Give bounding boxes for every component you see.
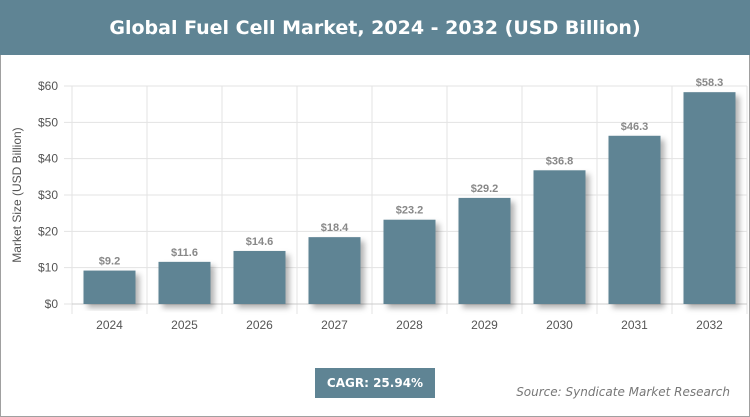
- x-tick-label: 2031: [621, 318, 648, 332]
- data-label: $46.3: [621, 121, 649, 133]
- data-label: $9.2: [99, 256, 120, 268]
- bar-2032: [683, 92, 736, 304]
- y-tick-label: $0: [45, 297, 59, 311]
- x-tick-label: 2030: [546, 318, 573, 332]
- data-label: $23.2: [396, 205, 424, 217]
- y-tick-label: $50: [38, 115, 58, 129]
- data-label: $36.8: [546, 155, 574, 167]
- x-tick-label: 2028: [396, 318, 423, 332]
- bar-2026: [233, 250, 286, 304]
- bar-2029: [458, 197, 511, 304]
- data-label: $11.6: [171, 247, 198, 259]
- data-label: $29.2: [471, 183, 499, 195]
- cagr-badge: CAGR: 25.94%: [315, 368, 435, 398]
- x-tick-label: 2027: [321, 318, 348, 332]
- bar-2025: [158, 261, 211, 304]
- bar-2028: [383, 219, 436, 304]
- y-axis-label: Market Size (USD Billion): [10, 127, 24, 262]
- data-label: $18.4: [321, 222, 349, 234]
- y-tick-label: $40: [38, 152, 58, 166]
- bar-2030: [533, 170, 586, 304]
- y-tick-label: $10: [38, 261, 58, 275]
- source-note: Source: Syndicate Market Research: [516, 385, 730, 399]
- bar-2024: [83, 270, 136, 304]
- x-tick-label: 2025: [171, 318, 198, 332]
- y-tick-label: $20: [38, 224, 58, 238]
- x-tick-label: 2024: [96, 318, 123, 332]
- x-tick-label: 2029: [471, 318, 498, 332]
- bar-2027: [308, 237, 361, 304]
- bar-2031: [608, 135, 661, 304]
- data-label: $58.3: [696, 77, 724, 89]
- x-tick-label: 2026: [246, 318, 273, 332]
- y-tick-label: $60: [38, 79, 58, 93]
- data-label: $14.6: [246, 236, 274, 248]
- chart-title: Global Fuel Cell Market, 2024 - 2032 (US…: [0, 0, 750, 55]
- y-tick-label: $30: [38, 188, 58, 202]
- x-tick-label: 2032: [696, 318, 723, 332]
